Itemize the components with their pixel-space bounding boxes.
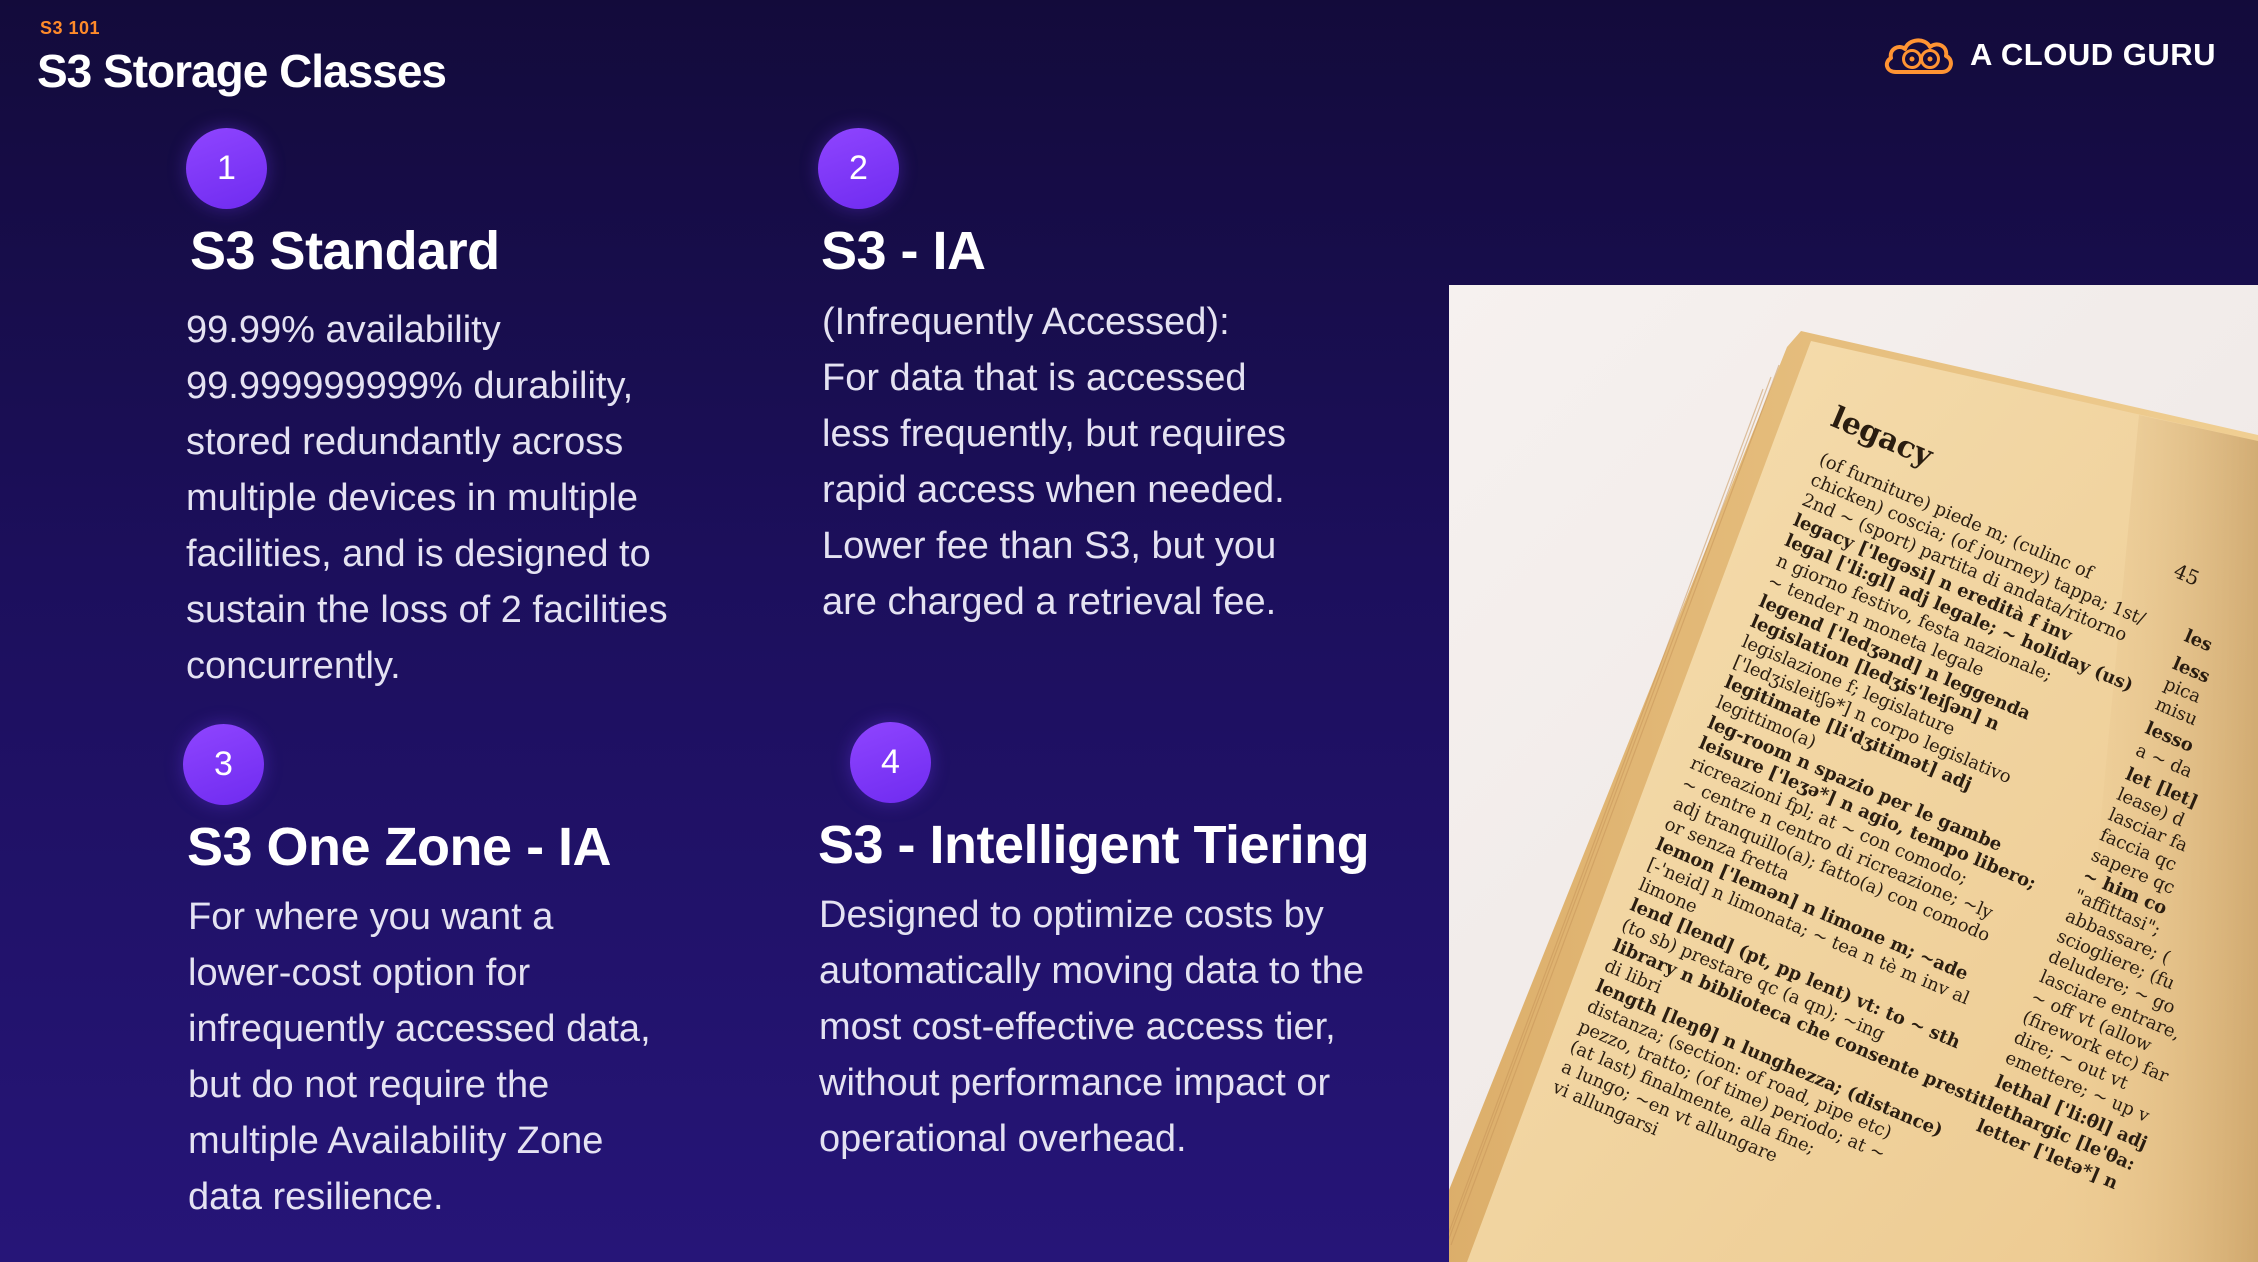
description-line: For data that is accessed (822, 357, 1247, 399)
description-line: stored redundantly across (186, 421, 624, 463)
description-line: operational overhead. (819, 1118, 1187, 1160)
description-line: 99.999999999% durability, (186, 365, 634, 407)
card-description: 99.99% availability 99.999999999% durabi… (186, 302, 668, 694)
description-line: concurrently. (186, 645, 401, 687)
description-line: facilities, and is designed to (186, 533, 651, 575)
step-number-badge: 3 (183, 724, 264, 805)
card-title: S3 - IA (821, 221, 986, 281)
description-line: are charged a retrieval fee. (822, 581, 1277, 623)
description-line: (Infrequently Accessed): (822, 301, 1230, 343)
description-line: but do not require the (188, 1064, 550, 1106)
card-description: For where you want a lower-cost option f… (188, 889, 651, 1225)
brand-name: A CLOUD GURU (1970, 37, 2216, 72)
description-line: lower-cost option for (188, 952, 531, 994)
section-eyebrow: S3 101 (40, 18, 101, 38)
card-title: S3 Standard (190, 221, 500, 281)
description-line: most cost-effective access tier, (819, 1006, 1336, 1048)
description-line: Designed to optimize costs by (819, 894, 1324, 936)
description-line: data resilience. (188, 1176, 444, 1218)
card-description: Designed to optimize costs by automatica… (819, 887, 1364, 1167)
page-title: S3 Storage Classes (37, 45, 447, 97)
brand: A CLOUD GURU (1880, 32, 2216, 78)
card-title: S3 - Intelligent Tiering (818, 815, 1370, 875)
description-line: infrequently accessed data, (188, 1008, 651, 1050)
step-number-badge: 1 (186, 128, 267, 209)
description-line: Lower fee than S3, but you (822, 525, 1277, 567)
description-line: sustain the loss of 2 facilities (186, 589, 668, 631)
description-line: 99.99% availability (186, 309, 501, 351)
description-line: rapid access when needed. (822, 469, 1285, 511)
step-number-badge: 2 (818, 128, 899, 209)
description-line: For where you want a (188, 896, 554, 938)
description-line: multiple Availability Zone (188, 1120, 604, 1162)
card-title: S3 One Zone - IA (187, 817, 612, 877)
description-line: less frequently, but requires (822, 413, 1286, 455)
cloud-logo-icon (1884, 38, 1953, 74)
step-number-badge: 4 (850, 722, 931, 803)
description-line: multiple devices in multiple (186, 477, 638, 519)
description-line: without performance impact or (819, 1062, 1331, 1104)
dictionary-illustration: legacy 45 (of furniture) piede m; (culin… (1449, 331, 2258, 1262)
card-description: (Infrequently Accessed): For data that i… (822, 294, 1286, 630)
description-line: automatically moving data to the (819, 950, 1364, 992)
dictionary-photo: legacy 45 (of furniture) piede m; (culin… (1449, 285, 2258, 1262)
